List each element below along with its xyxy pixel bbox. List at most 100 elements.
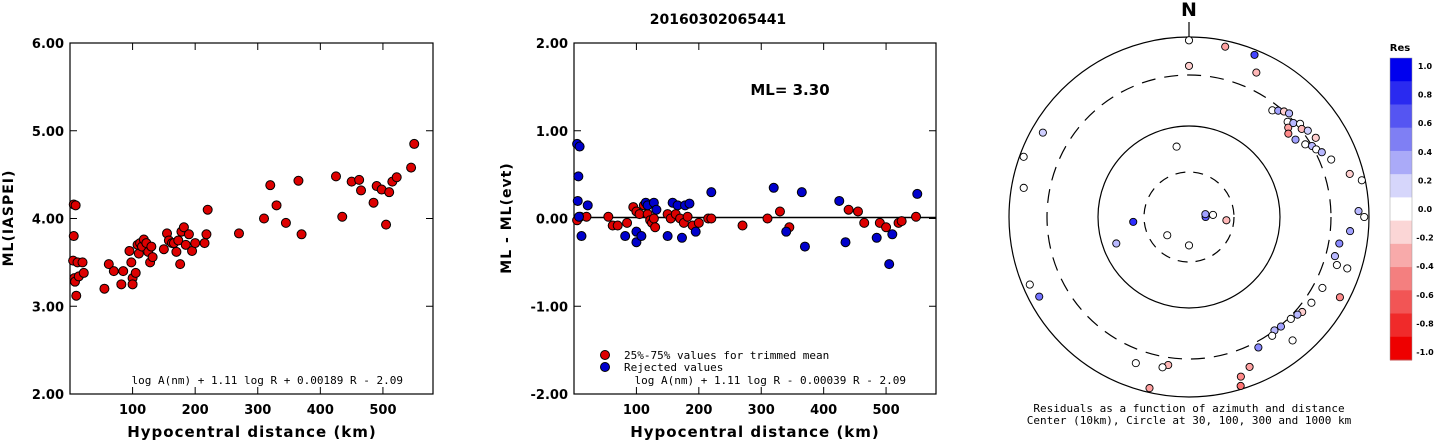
chart2-point-s1 (576, 231, 587, 242)
chart1-xtick-label: 100 (119, 403, 146, 418)
chart1-point (202, 204, 213, 215)
chart1-point (330, 171, 341, 182)
colorbar-swatch (1390, 127, 1412, 152)
chart2-point-s0 (650, 222, 661, 233)
chart1-ytick-label: 6.00 (32, 37, 64, 52)
chart2-point-s1 (636, 231, 647, 242)
chart1-point (77, 257, 88, 268)
station-marker (1345, 169, 1354, 178)
station-marker (1254, 343, 1263, 352)
colorbar-title: Res (1390, 43, 1410, 54)
chart1-point (296, 229, 307, 240)
chart1-frame (69, 42, 434, 395)
chart2-xtick-label: 300 (748, 403, 775, 418)
chart-ml-iaspei: 2.00 3.00 4.00 5.00 6.00 100 200 300 400 500 log… (1, 37, 434, 441)
chart1-point (356, 185, 367, 196)
chart1-point (293, 175, 304, 186)
polar-caption-line1: Residuals as a function of azimuth and d… (1033, 402, 1344, 415)
chart2-ml-annotation: ML= 3.30 (750, 81, 829, 99)
chart2-point-s0 (648, 213, 659, 224)
station-marker (1221, 42, 1230, 51)
station-marker (1163, 231, 1172, 240)
chart2-point-s1 (582, 200, 593, 211)
colorbar-tick-label: -0.4 (1416, 262, 1434, 271)
chart2-point-s1 (573, 211, 584, 222)
chart1-point (173, 235, 184, 246)
station-marker (1301, 140, 1310, 149)
station-marker (1289, 118, 1298, 128)
chart1-point (130, 267, 141, 278)
colorbar-tick-label: -0.8 (1416, 319, 1434, 328)
chart2-xtick-label: 500 (872, 403, 899, 418)
chart1-point (171, 246, 182, 257)
chart2-point-s0 (682, 211, 693, 222)
station-marker (1236, 381, 1245, 391)
chart2-ytick-label: 0.00 (536, 213, 568, 228)
chart2-point-s0 (622, 217, 633, 228)
chart2-point-s1 (573, 171, 584, 182)
chart1-point (337, 211, 348, 222)
chart2-point-s1 (834, 195, 845, 206)
station-marker (1354, 207, 1363, 216)
polar-caption-line2: Center (10km), Circle at 30, 100, 300 an… (1027, 414, 1352, 427)
chart1-point (127, 279, 138, 290)
chart1-xtick-label: 300 (244, 403, 271, 418)
chart1-formula: log A(nm) + 1.11 log R + 0.00189 R - 2.0… (131, 374, 403, 387)
chart1-point (118, 266, 129, 277)
colorbar-tick-label: 0.6 (1418, 119, 1433, 128)
chart2-point-s1 (620, 231, 631, 242)
station-marker (1184, 241, 1194, 250)
chart2-ytick-label: 2.00 (536, 37, 568, 52)
chart1-point (271, 200, 282, 211)
colorbar-swatch (1390, 313, 1412, 338)
station-marker (1327, 155, 1336, 164)
station-marker (1311, 133, 1320, 142)
station-marker (1131, 359, 1140, 368)
chart2-point-s1 (871, 232, 882, 243)
colorbar-swatch (1390, 290, 1412, 315)
station-marker (1201, 210, 1210, 219)
chart1-point (280, 217, 291, 228)
legend-marker-rejected (600, 362, 610, 372)
colorbar-swatch (1390, 150, 1412, 175)
chart1-point (368, 197, 379, 208)
station-marker (1158, 363, 1167, 372)
chart1-point (180, 239, 191, 250)
station-marker (1184, 36, 1194, 45)
station-marker (1245, 362, 1254, 371)
chart2-point-s1 (676, 232, 687, 243)
station-marker (1038, 128, 1047, 137)
chart2-xtick-label: 400 (810, 403, 837, 418)
chart2-point-s0 (774, 206, 785, 217)
chart2-point-s1 (887, 229, 898, 240)
chart1-xtick-label: 400 (307, 403, 334, 418)
chart2-point-s1 (781, 226, 792, 237)
colorbar-swatch (1390, 243, 1412, 268)
chart2-point-s1 (572, 195, 583, 206)
chart1-ytick-label: 4.00 (32, 213, 64, 228)
chart2-point-s0 (859, 217, 870, 228)
chart2-ytick-label: -1.00 (531, 300, 568, 315)
chart2-xtick-label: 200 (685, 403, 712, 418)
station-marker (1285, 109, 1294, 118)
chart1-point (178, 222, 189, 233)
legend-label-rejected: Rejected values (624, 361, 723, 374)
chart1-xtick-label: 500 (369, 403, 396, 418)
station-marker (1317, 148, 1326, 157)
chart1-point (103, 259, 114, 270)
chart2-formula: log A(nm) + 1.11 log R - 0.00039 R - 2.0… (634, 374, 906, 387)
figure-title: 20160302065441 (650, 12, 786, 28)
chart2-ytick-label: -2.00 (531, 388, 568, 403)
chart1-point (146, 241, 157, 252)
chart1-point (124, 245, 135, 256)
chart1-point (78, 267, 89, 278)
colorbar-frame (1389, 57, 1413, 361)
chart2-point-s1 (662, 231, 673, 242)
colorbar-tick-label: 1.0 (1418, 62, 1433, 71)
colorbar-tick-label: 0.4 (1418, 148, 1433, 157)
chart1-point (391, 172, 402, 183)
colorbar-tick-label: 0.8 (1418, 91, 1433, 100)
colorbar-swatch (1390, 197, 1412, 222)
chart2-point-s0 (843, 204, 854, 215)
